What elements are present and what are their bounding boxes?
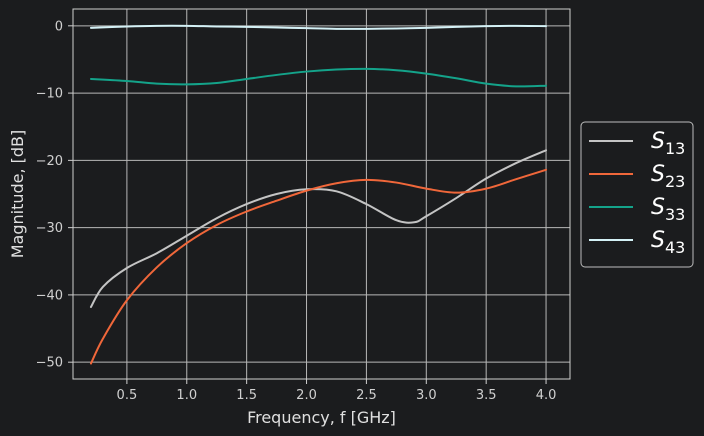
plot-area-frame bbox=[72, 8, 571, 380]
legend-label-main: S bbox=[651, 195, 665, 220]
series-line-s33 bbox=[89, 67, 548, 88]
y-tick-label: −20 bbox=[36, 154, 63, 169]
legend-label-main: S bbox=[651, 228, 665, 253]
x-tick-label: 3.5 bbox=[476, 388, 497, 403]
x-tick-label: 0.5 bbox=[117, 388, 138, 403]
y-tick-label: −40 bbox=[36, 288, 63, 303]
legend-frame bbox=[580, 121, 694, 268]
y-tick-label: 0 bbox=[55, 19, 63, 34]
x-tick-label: 1.0 bbox=[176, 388, 197, 403]
series-line-s43 bbox=[89, 24, 548, 30]
x-tick-label: 4.0 bbox=[536, 388, 557, 403]
legend-label-main: S bbox=[651, 162, 665, 187]
x-tick-label: 2.0 bbox=[296, 388, 317, 403]
legend-label-subscript: 33 bbox=[665, 205, 685, 224]
legend-label-s23: S23 bbox=[651, 162, 685, 191]
y-tick-label: −50 bbox=[36, 356, 63, 371]
legend-label-main: S bbox=[651, 129, 665, 154]
series-line-s13 bbox=[89, 149, 548, 309]
legend-label-subscript: 43 bbox=[665, 238, 685, 257]
x-tick-label: 2.5 bbox=[356, 388, 377, 403]
legend-label-s13: S13 bbox=[651, 129, 685, 158]
x-tick-label: 1.5 bbox=[236, 388, 257, 403]
legend-label-subscript: 13 bbox=[665, 139, 685, 158]
series-lines bbox=[89, 24, 548, 365]
legend-label-s43: S43 bbox=[651, 228, 685, 257]
series-line-s23 bbox=[89, 168, 548, 365]
legend-label-subscript: 23 bbox=[665, 172, 685, 191]
y-tick-label: −10 bbox=[36, 87, 63, 102]
y-axis-label: Magnitude, [dB] bbox=[8, 130, 27, 259]
legend-label-s33: S33 bbox=[651, 195, 685, 224]
x-tick-label: 3.0 bbox=[416, 388, 437, 403]
y-tick-label: −30 bbox=[36, 221, 63, 236]
axis-ticks: 0.5 1.0 1.5 2.0 2.5 3.0 3.5 4.0 0 −10 −20 −30 −40 −50 bbox=[36, 19, 557, 403]
x-axis-label: Frequency, f [GHz] bbox=[247, 408, 396, 427]
